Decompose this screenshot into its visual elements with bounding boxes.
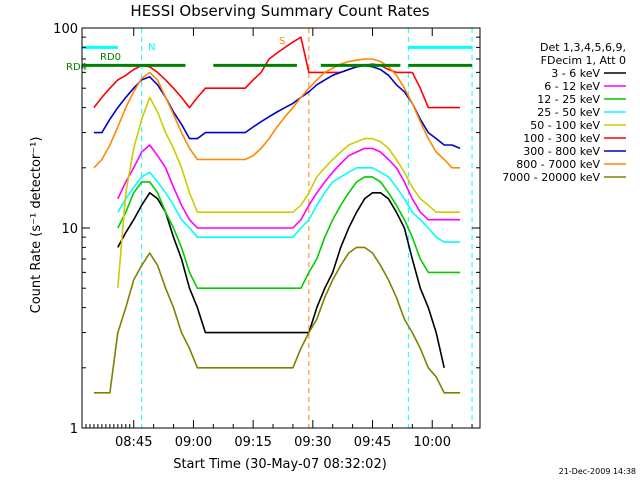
- legend-label-6: 300 - 800 keV: [523, 145, 600, 158]
- series-line-7: [93, 58, 461, 169]
- chart-title: HESSI Observing Summary Count Rates: [130, 2, 429, 20]
- plot-area: N S RD0 RD4: [66, 28, 473, 428]
- legend-label-5: 100 - 300 keV: [523, 132, 600, 145]
- legend-label-0: 3 - 6 keV: [551, 67, 600, 80]
- axes: 08:45 09:00 09:15 09:30 09:45 10:00 1 10 100: [53, 22, 481, 450]
- footer-timestamp: 21-Dec-2009 14:38: [559, 467, 636, 476]
- legend-label-2: 12 - 25 keV: [537, 93, 600, 106]
- legend-label-8: 7000 - 20000 keV: [502, 171, 600, 184]
- legend-label-3: 25 - 50 keV: [537, 106, 600, 119]
- y-tick-label-0: 1: [70, 422, 78, 437]
- legend-header-line-2: FDecim 1, Att 0: [541, 54, 626, 67]
- x-tick-label-1: 09:00: [175, 435, 212, 450]
- y-axis-label: Count Rate (s⁻¹ detector⁻¹): [29, 137, 44, 314]
- legend-label-1: 6 - 12 keV: [544, 80, 600, 93]
- x-axis-label: Start Time (30-May-07 08:32:02): [173, 457, 387, 472]
- x-tick-label-4: 09:45: [354, 435, 391, 450]
- x-tick-label-0: 08:45: [115, 435, 152, 450]
- series-line-5: [93, 36, 461, 109]
- series-line-0: [117, 192, 445, 368]
- annotation-1: S: [279, 36, 285, 47]
- series-line-2: [117, 176, 461, 289]
- series-line-6: [93, 64, 461, 150]
- series-line-3: [117, 167, 461, 243]
- y-tick-label-1: 10: [61, 222, 78, 237]
- x-tick-label-3: 09:30: [294, 435, 331, 450]
- y-tick-label-2: 100: [53, 22, 78, 37]
- legend-header-line-1: Det 1,3,4,5,6,9,: [540, 41, 626, 54]
- annotation-0: N: [148, 42, 155, 53]
- annotation-3: RD4: [66, 62, 87, 73]
- x-tick-label-5: 10:00: [414, 435, 451, 450]
- series-line-8: [93, 246, 461, 394]
- legend-label-4: 50 - 100 keV: [530, 119, 600, 132]
- series-line-4: [117, 96, 461, 289]
- legend: Det 1,3,4,5,6,9, FDecim 1, Att 0 3 - 6 k…: [502, 41, 626, 184]
- annotation-2: RD0: [100, 52, 121, 63]
- legend-label-7: 800 - 7000 keV: [516, 158, 600, 171]
- series-line-1: [117, 144, 461, 229]
- x-tick-label-2: 09:15: [234, 435, 271, 450]
